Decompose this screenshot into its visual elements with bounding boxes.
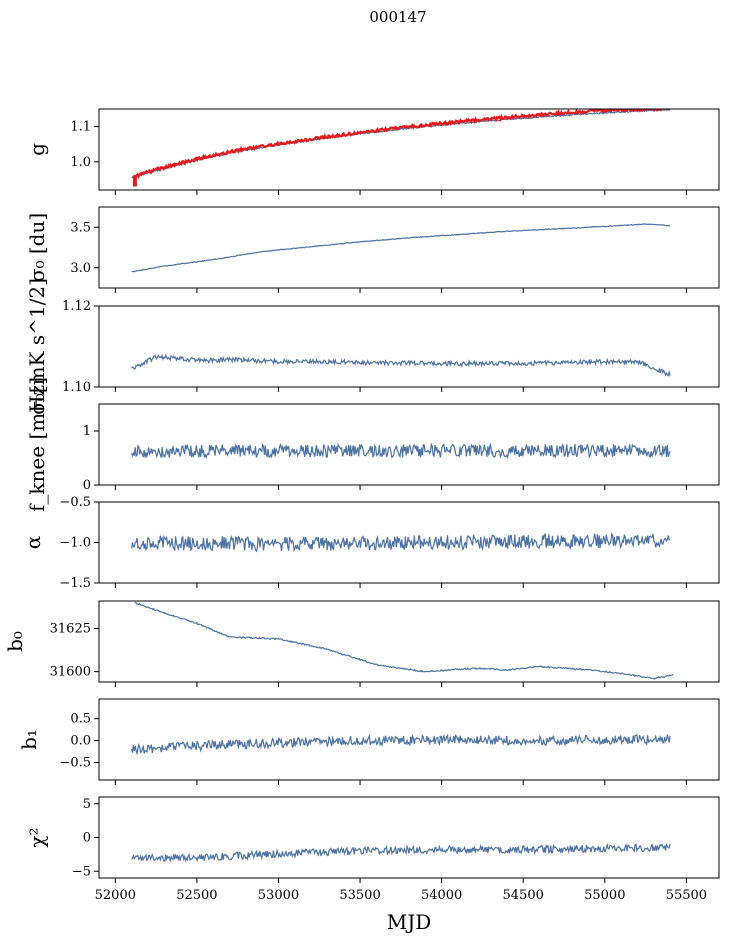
panel-7-frame: [98, 698, 720, 781]
panel-3-frame: [98, 305, 720, 388]
panel-3: 1.10 1.12 σ₀[mK s^1/2]: [25, 278, 720, 415]
panel-7: −0.5 0.0 0.5 b₁: [17, 698, 720, 785]
xtick-label: 54000: [421, 888, 462, 903]
panel-4-series: [131, 442, 671, 460]
panel-2-frame: [98, 206, 720, 289]
panel-5-ytick-label: −1.5: [59, 576, 91, 591]
panel-3-ytick-label: 1.12: [62, 299, 91, 314]
panel-7-line-1: [131, 733, 671, 756]
panel-2-ytick-label: 3.5: [70, 220, 91, 235]
xtick-label: 55000: [584, 888, 625, 903]
panel-6-ytick-label: 31600: [50, 665, 91, 680]
panel-6-series: [134, 601, 674, 680]
panel-3-ylabel: σ₀[mK s^1/2]: [25, 278, 49, 415]
xtick-label: 52500: [176, 888, 217, 903]
panel-8-series: [131, 842, 671, 863]
panel-8-ytick-label: 5: [83, 797, 91, 812]
panel-7-ytick-label: 0.0: [70, 734, 91, 749]
panel-5: −1.5 −1.0 −0.5 α: [21, 495, 720, 591]
panel-3-ytick-label: 1.10: [62, 380, 91, 395]
xtick-label: 54500: [503, 888, 544, 903]
panel-5-ylabel: α: [21, 536, 45, 550]
panel-4-ylabel: f_knee [mHz]: [25, 377, 49, 512]
panel-1-line-2: [133, 109, 671, 180]
panel-1-ytick-label: 1.1: [70, 120, 91, 135]
panel-3-series: [131, 353, 671, 377]
figure-title: 000147: [369, 8, 426, 26]
panel-4-frame: [98, 403, 720, 486]
panel-6-line-1: [134, 601, 674, 680]
panel-4-line-1: [131, 442, 671, 460]
panel-5-ytick-label: −0.5: [59, 495, 91, 510]
panel-7-ytick-label: 0.5: [70, 712, 91, 727]
panel-1-series: [131, 109, 671, 187]
panel-5-ytick-label: −1.0: [59, 536, 91, 551]
panel-4-ytick-label: 0: [83, 478, 91, 493]
panel-3-line-1: [131, 353, 671, 377]
panel-4: 0 1 f_knee [mHz]: [25, 377, 720, 512]
panel-8-frame: [98, 796, 720, 879]
panel-2-ylabel: σ₀ [du]: [25, 213, 49, 282]
xtick-label: 52000: [95, 888, 136, 903]
panel-8-line-1: [131, 842, 671, 863]
panel-7-ylabel: b₁: [17, 729, 41, 750]
xtick-label: 55500: [666, 888, 707, 903]
panel-6-ytick-label: 31625: [50, 622, 91, 637]
panel-2-series: [131, 223, 671, 273]
panel-1-line-1: [131, 109, 671, 178]
panel-6: 31600 31625 b₀: [3, 600, 720, 687]
panel-4-ytick-label: 1: [83, 424, 91, 439]
xtick-label: 53500: [339, 888, 380, 903]
panel-8: −5 0 5 52000 52500 53000 53500 54000 54500 55000 5…: [25, 796, 720, 903]
panel-8-ytick-label: 0: [83, 831, 91, 846]
panel-8-ylabel: χ²: [25, 827, 49, 847]
panel-8-ytick-label: −5: [72, 864, 91, 879]
panel-7-ytick-label: −0.5: [59, 755, 91, 770]
panel-7-series: [131, 733, 671, 756]
x-axis-label: MJD: [387, 910, 432, 934]
panel-6-ylabel: b₀: [3, 631, 27, 652]
panel-1-ytick-label: 1.0: [70, 155, 91, 170]
panel-2-ytick-label: 3.0: [70, 261, 91, 276]
panel-1: 1.0 1.1 g: [25, 108, 720, 195]
panel-1-ylabel: g: [25, 143, 49, 156]
panel-5-series: [131, 532, 671, 553]
panel-6-frame: [98, 600, 720, 683]
panel-5-line-1: [131, 532, 671, 553]
panel-2-line-1: [131, 223, 671, 273]
panel-1-frame: [98, 108, 720, 191]
panel-2: 3.0 3.5 σ₀ [du]: [25, 206, 720, 293]
xtick-label: 53000: [258, 888, 299, 903]
